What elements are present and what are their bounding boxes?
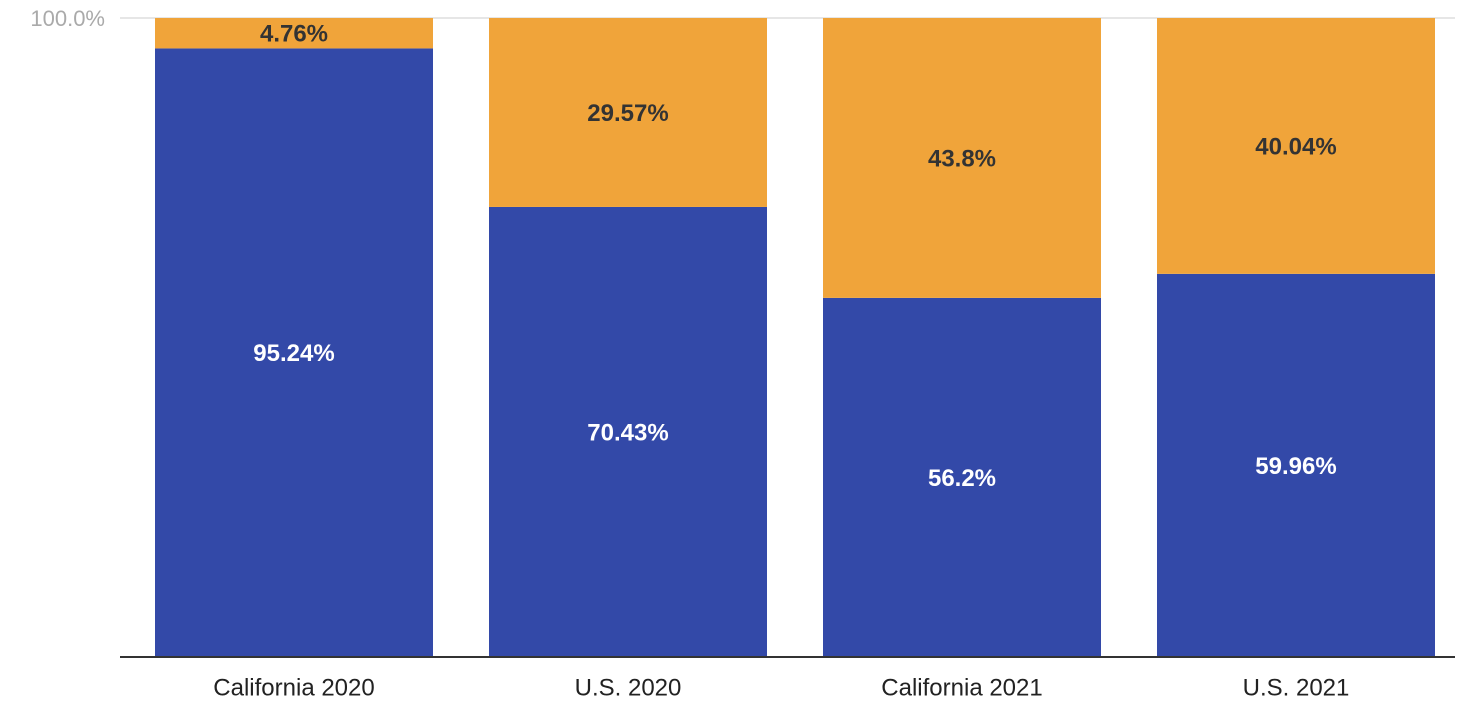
- x-tick-label: U.S. 2020: [575, 674, 682, 701]
- bar-segment: [823, 297, 1101, 657]
- bar-segment: [489, 18, 767, 207]
- x-tick-label: U.S. 2021: [1243, 674, 1350, 701]
- bar-segment: [1157, 18, 1435, 274]
- y-tick-label: 100.0%: [30, 6, 105, 31]
- data-label: 4.76%: [260, 21, 328, 48]
- bar-segment: [489, 206, 767, 657]
- data-label: 59.96%: [1255, 453, 1336, 480]
- bar-segment: [1157, 273, 1435, 657]
- data-label: 43.8%: [928, 145, 996, 172]
- bar-segment: [823, 18, 1101, 298]
- bar-segment: [155, 48, 433, 658]
- x-tick-label: California 2021: [881, 674, 1042, 701]
- data-label: 70.43%: [587, 419, 668, 446]
- x-tick-label: California 2020: [213, 674, 374, 701]
- bar-segment: [155, 18, 433, 49]
- data-label: 40.04%: [1255, 133, 1336, 160]
- data-label: 56.2%: [928, 465, 996, 492]
- data-label: 29.57%: [587, 100, 668, 127]
- data-label: 95.24%: [253, 340, 334, 367]
